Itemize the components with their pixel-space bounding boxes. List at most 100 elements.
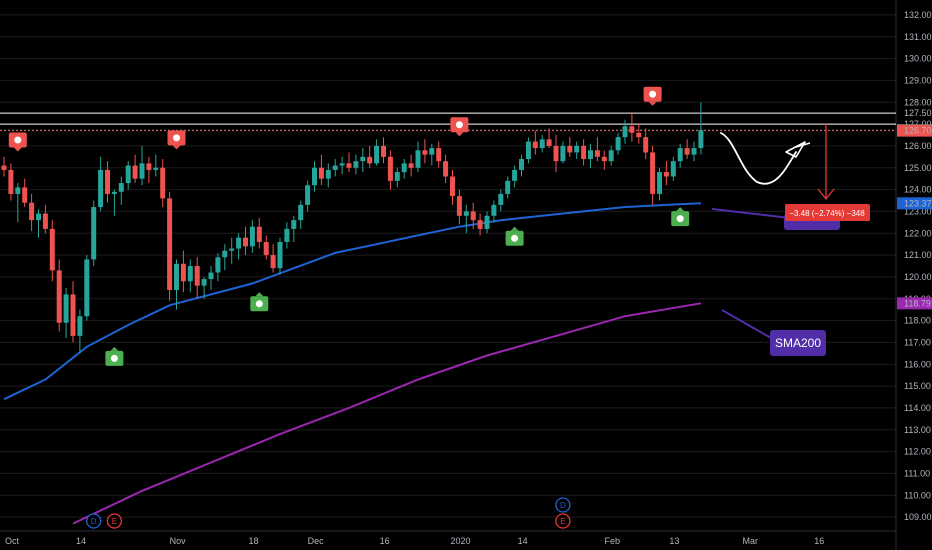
- candle-body[interactable]: [374, 145, 380, 164]
- candle-body[interactable]: [201, 279, 207, 286]
- candle-body[interactable]: [1, 165, 7, 170]
- candle-body[interactable]: [353, 161, 359, 168]
- candle-body[interactable]: [677, 148, 683, 162]
- candle-body[interactable]: [394, 172, 400, 181]
- candle-body[interactable]: [63, 294, 69, 323]
- candle-body[interactable]: [146, 163, 152, 170]
- candle-body[interactable]: [15, 187, 21, 194]
- candle-body[interactable]: [622, 126, 628, 138]
- candle-body[interactable]: [657, 172, 662, 194]
- candle-body[interactable]: [318, 167, 324, 179]
- candle-body[interactable]: [56, 270, 62, 323]
- candle-body[interactable]: [236, 237, 242, 249]
- candle-body[interactable]: [691, 148, 697, 155]
- candle-body[interactable]: [270, 255, 276, 269]
- candle-body[interactable]: [415, 150, 421, 168]
- candle-body[interactable]: [77, 316, 83, 336]
- candle-body[interactable]: [180, 263, 186, 282]
- candle-body[interactable]: [332, 165, 338, 170]
- candle-body[interactable]: [456, 196, 462, 216]
- candle-body[interactable]: [387, 156, 393, 181]
- candle-body[interactable]: [111, 191, 117, 194]
- candle-body[interactable]: [360, 156, 366, 162]
- candle-body[interactable]: [408, 163, 414, 168]
- candle-body[interactable]: [42, 213, 48, 229]
- candle-body[interactable]: [229, 248, 235, 251]
- candle-body[interactable]: [636, 132, 642, 138]
- candle-body[interactable]: [325, 169, 331, 179]
- candle-body[interactable]: [525, 141, 531, 160]
- candle-body[interactable]: [463, 211, 469, 216]
- candle-body[interactable]: [443, 161, 449, 177]
- candle-body[interactable]: [305, 185, 311, 205]
- candle-body[interactable]: [284, 228, 290, 242]
- candle-body[interactable]: [222, 250, 228, 258]
- candle-body[interactable]: [450, 176, 455, 197]
- candle-body[interactable]: [684, 148, 690, 155]
- candle-body[interactable]: [615, 137, 621, 151]
- candle-body[interactable]: [8, 169, 14, 194]
- candle-body[interactable]: [498, 193, 504, 205]
- candle-body[interactable]: [567, 145, 573, 153]
- candle-body[interactable]: [484, 215, 490, 229]
- candle-body[interactable]: [243, 237, 248, 247]
- candle-body[interactable]: [70, 294, 76, 336]
- change-callout-box[interactable]: [785, 204, 870, 221]
- candle-body[interactable]: [698, 130, 704, 149]
- candle-body[interactable]: [663, 172, 669, 177]
- event-marker-d[interactable]: [86, 513, 102, 529]
- candle-body[interactable]: [132, 165, 138, 179]
- candle-body[interactable]: [429, 148, 435, 155]
- candle-body[interactable]: [574, 145, 580, 153]
- candle-body[interactable]: [539, 139, 545, 149]
- candle-body[interactable]: [470, 211, 476, 221]
- candle-body[interactable]: [174, 263, 179, 291]
- candle-body[interactable]: [588, 150, 593, 160]
- candle-body[interactable]: [298, 204, 304, 221]
- candle-body[interactable]: [277, 241, 283, 269]
- candle-body[interactable]: [263, 241, 269, 256]
- candle-body[interactable]: [29, 202, 35, 221]
- candle-body[interactable]: [36, 213, 41, 221]
- candle-body[interactable]: [153, 167, 159, 170]
- candle-body[interactable]: [594, 150, 600, 157]
- candle-body[interactable]: [215, 257, 221, 273]
- candle-body[interactable]: [346, 163, 352, 168]
- sma200-callout-box[interactable]: [770, 330, 826, 356]
- candle-body[interactable]: [643, 137, 649, 153]
- candle-body[interactable]: [208, 272, 214, 280]
- candle-body[interactable]: [105, 169, 110, 194]
- candle-body[interactable]: [167, 198, 173, 291]
- candle-body[interactable]: [477, 220, 483, 229]
- candle-body[interactable]: [422, 150, 428, 155]
- candle-body[interactable]: [249, 226, 255, 247]
- event-marker-e[interactable]: [106, 513, 123, 529]
- candle-body[interactable]: [401, 163, 407, 173]
- candle-body[interactable]: [601, 156, 607, 162]
- candle-body[interactable]: [160, 167, 166, 199]
- candle-body[interactable]: [256, 226, 262, 242]
- candle-body[interactable]: [519, 159, 524, 170]
- candle-body[interactable]: [49, 228, 55, 271]
- candle-body[interactable]: [532, 141, 538, 149]
- candle-body[interactable]: [187, 266, 193, 282]
- candle-body[interactable]: [629, 126, 635, 133]
- candle-body[interactable]: [194, 266, 200, 286]
- candle-body[interactable]: [367, 156, 373, 164]
- candle-body[interactable]: [650, 152, 656, 194]
- candle-body[interactable]: [546, 139, 552, 146]
- candle-body[interactable]: [22, 187, 28, 203]
- candle-body[interactable]: [512, 169, 518, 181]
- candle-body[interactable]: [381, 145, 386, 157]
- candle-body[interactable]: [118, 183, 124, 192]
- candle-body[interactable]: [91, 207, 97, 260]
- candle-body[interactable]: [670, 161, 676, 177]
- candle-body[interactable]: [581, 145, 587, 160]
- candle-body[interactable]: [139, 163, 145, 179]
- candle-body[interactable]: [491, 204, 497, 216]
- candle-body[interactable]: [560, 145, 566, 162]
- candle-body[interactable]: [608, 150, 614, 162]
- candle-body[interactable]: [98, 169, 104, 208]
- event-marker-e[interactable]: [555, 513, 571, 529]
